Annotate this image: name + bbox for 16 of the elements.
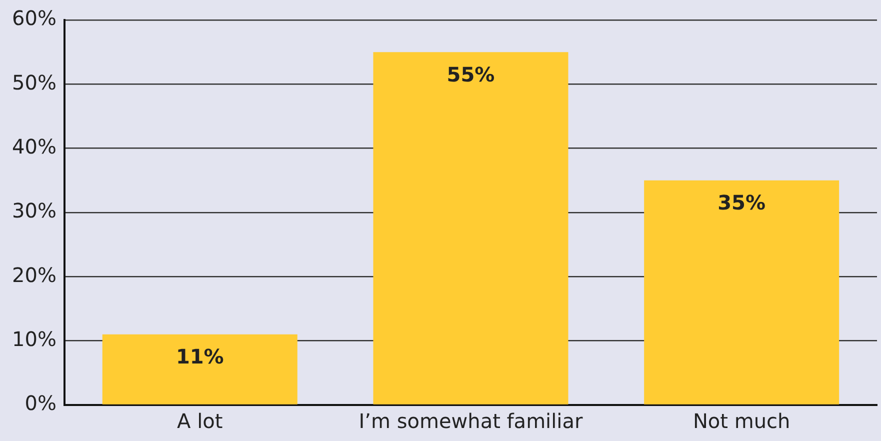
x-tick-label: I’m somewhat familiar xyxy=(358,409,584,434)
y-tick-label: 50% xyxy=(12,70,56,94)
y-tick-label: 0% xyxy=(24,391,56,416)
bar xyxy=(644,180,840,404)
x-tick-label: Not much xyxy=(692,409,790,434)
bar xyxy=(373,52,568,404)
data-label: 35% xyxy=(718,190,766,215)
y-tick-label: 30% xyxy=(12,198,56,223)
y-tick-label: 10% xyxy=(12,327,56,352)
y-tick-label: 60% xyxy=(12,6,56,30)
x-tick-label: A lot xyxy=(177,409,223,434)
data-label: 55% xyxy=(446,62,495,86)
data-label: 11% xyxy=(176,344,224,369)
bar xyxy=(102,334,298,404)
y-tick-label: 20% xyxy=(12,262,56,287)
y-tick-label: 40% xyxy=(12,134,56,159)
